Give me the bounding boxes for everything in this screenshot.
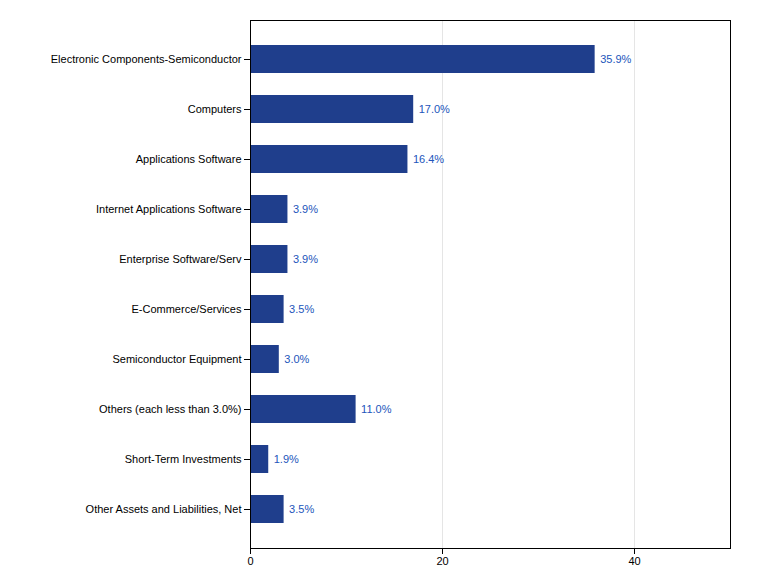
svg-text:3.9%: 3.9%	[293, 253, 318, 265]
svg-text:35.9%: 35.9%	[600, 53, 631, 65]
svg-text:3.9%: 3.9%	[293, 203, 318, 215]
svg-text:3.5%: 3.5%	[289, 503, 314, 515]
svg-text:17.0%: 17.0%	[419, 103, 450, 115]
svg-text:20: 20	[436, 555, 448, 567]
svg-text:1.9%: 1.9%	[274, 453, 299, 465]
svg-text:E-Commerce/Services: E-Commerce/Services	[131, 303, 242, 315]
svg-text:3.5%: 3.5%	[289, 303, 314, 315]
svg-text:11.0%: 11.0%	[361, 403, 392, 415]
svg-text:Others (each less than 3.0%): Others (each less than 3.0%)	[99, 403, 241, 415]
svg-text:16.4%: 16.4%	[413, 153, 444, 165]
svg-text:Internet Applications Software: Internet Applications Software	[96, 203, 242, 215]
svg-text:Electronic Components-Semicond: Electronic Components-Semiconductor	[51, 53, 242, 65]
svg-text:Other Assets and Liabilities,: Other Assets and Liabilities, Net	[86, 503, 242, 515]
svg-text:Short-Term Investments: Short-Term Investments	[125, 453, 242, 465]
svg-text:Computers: Computers	[188, 103, 242, 115]
svg-text:Enterprise Software/Serv: Enterprise Software/Serv	[119, 253, 242, 265]
svg-text:3.0%: 3.0%	[284, 353, 309, 365]
svg-text:Semiconductor Equipment: Semiconductor Equipment	[112, 353, 241, 365]
svg-text:Applications Software: Applications Software	[136, 153, 242, 165]
svg-text:0: 0	[247, 555, 253, 567]
svg-text:40: 40	[628, 555, 640, 567]
